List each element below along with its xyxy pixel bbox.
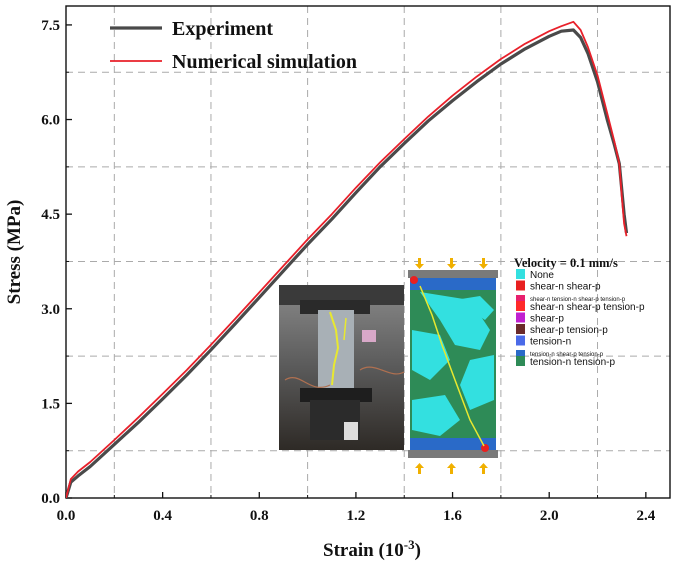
x-tick-label: 0.4 <box>153 508 172 524</box>
specimen-photo <box>279 285 405 450</box>
x-tick-label: 2.0 <box>540 508 559 524</box>
x-tick-label: 1.6 <box>443 508 462 524</box>
y-tick-label: 1.5 <box>41 396 60 412</box>
x-tick-label: 1.2 <box>347 508 366 524</box>
inset-legend-label: shear-n shear-p tension-p <box>530 302 645 313</box>
y-tick-label: 7.5 <box>41 18 60 34</box>
inset-legend-label: tension-n tension-p <box>530 357 615 368</box>
data-series <box>66 20 629 498</box>
inset-legend-swatch <box>516 280 525 291</box>
x-axis-title: Strain (10-3) <box>323 537 421 561</box>
series-line-numerical-simulation <box>66 20 628 498</box>
y-axis-title: Stress (MPa) <box>4 200 25 305</box>
inset-legend-swatch <box>516 356 525 366</box>
y-tick-label: 0.0 <box>41 491 60 507</box>
inset-legend-swatch <box>516 350 525 357</box>
inset-legend-label: shear-p <box>530 314 564 325</box>
y-axis-ticks: 0.0 1.5 3.0 4.5 6.0 7.5 <box>41 18 72 507</box>
inset-legend-swatch <box>516 335 525 346</box>
inset-legend-label: tension-n shear-p tension-p <box>530 352 604 358</box>
x-tick-label: 0.0 <box>57 508 76 524</box>
y-tick-label: 6.0 <box>41 113 60 129</box>
x-tick-label: 0.8 <box>250 508 269 524</box>
legend: Experiment Numerical simulation <box>110 18 357 73</box>
inset-legend-label: shear-p tension-p <box>530 325 608 336</box>
legend-label: Numerical simulation <box>172 51 357 73</box>
inset-legend-label: shear-n tension-n shear-p tension-p <box>530 297 626 303</box>
inset-legend-swatch <box>516 269 525 279</box>
inset-legend-swatch <box>516 301 525 311</box>
plot-frame <box>65 5 671 499</box>
y-tick-label: 3.0 <box>41 302 60 318</box>
inset-legend-title: Velocity = 0.1 mm/s <box>514 256 618 270</box>
y-tick-label: 4.5 <box>41 207 60 223</box>
inset-legend-label: tension-n <box>530 337 571 348</box>
inset-legend-swatch <box>516 324 525 334</box>
x-axis-ticks: 0.0 0.4 0.8 1.2 1.6 2.0 2.4 <box>57 492 656 524</box>
legend-label: Experiment <box>172 18 273 40</box>
inset-legend-swatch <box>516 295 525 302</box>
series-line-experiment <box>66 28 629 498</box>
x-tick-label: 2.4 <box>636 508 655 524</box>
inset-legend-swatch <box>516 312 525 323</box>
inset-legend-label: shear-n shear-p <box>530 282 601 293</box>
inset-legend-label: None <box>530 270 554 281</box>
numerical-model-image <box>408 258 498 474</box>
